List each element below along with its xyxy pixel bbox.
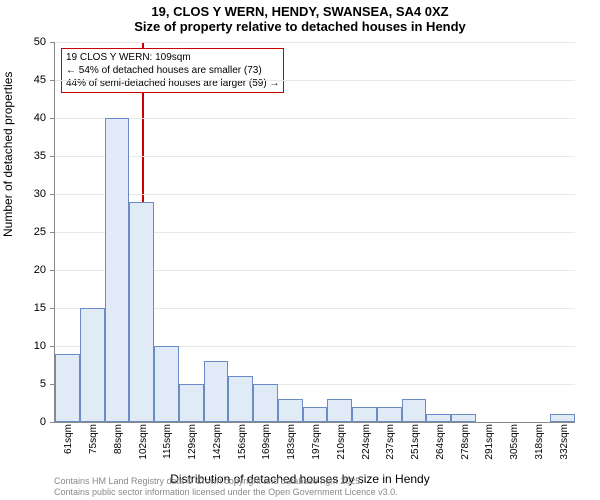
- credit-line-1: Contains HM Land Registry data © Crown c…: [54, 476, 398, 487]
- title-line-1: 19, CLOS Y WERN, HENDY, SWANSEA, SA4 0XZ: [0, 4, 600, 19]
- ytick-label: 0: [0, 416, 46, 428]
- ytick-label: 20: [0, 264, 46, 276]
- histogram-bar: [253, 384, 278, 422]
- annotation-box: 19 CLOS Y WERN: 109sqm ← 54% of detached…: [61, 48, 284, 93]
- ytick-label: 15: [0, 302, 46, 314]
- ytick-label: 10: [0, 340, 46, 352]
- plot-area: 19 CLOS Y WERN: 109sqm ← 54% of detached…: [54, 42, 575, 423]
- xtick-label: 115sqm: [162, 424, 173, 474]
- xtick-label: 61sqm: [63, 424, 74, 474]
- annotation-line-1: 19 CLOS Y WERN: 109sqm: [66, 51, 279, 64]
- gridline: [55, 80, 575, 81]
- xtick-label: 197sqm: [311, 424, 322, 474]
- xtick-label: 291sqm: [484, 424, 495, 474]
- xtick-label: 224sqm: [361, 424, 372, 474]
- histogram-bar: [105, 118, 130, 422]
- annotation-line-3: 44% of semi-detached houses are larger (…: [66, 77, 279, 90]
- ytick-label: 50: [0, 36, 46, 48]
- gridline: [55, 42, 575, 43]
- ytick-label: 45: [0, 74, 46, 86]
- histogram-bar: [426, 414, 451, 422]
- histogram-bar: [327, 399, 352, 422]
- histogram-bar: [55, 354, 80, 422]
- histogram-bar: [352, 407, 377, 422]
- ytick-label: 40: [0, 112, 46, 124]
- histogram-bar: [303, 407, 328, 422]
- histogram-bar: [80, 308, 105, 422]
- ytick-label: 30: [0, 188, 46, 200]
- xtick-label: 169sqm: [261, 424, 272, 474]
- xtick-label: 183sqm: [286, 424, 297, 474]
- annotation-line-2: ← 54% of detached houses are smaller (73…: [66, 64, 279, 77]
- xtick-label: 237sqm: [385, 424, 396, 474]
- histogram-bar: [228, 376, 253, 422]
- xtick-label: 102sqm: [138, 424, 149, 474]
- histogram-bar: [451, 414, 476, 422]
- histogram-bar: [204, 361, 229, 422]
- credit-line-2: Contains public sector information licen…: [54, 487, 398, 498]
- xtick-label: 210sqm: [336, 424, 347, 474]
- footer-credits: Contains HM Land Registry data © Crown c…: [54, 476, 398, 498]
- histogram-bar: [154, 346, 179, 422]
- histogram-bar: [278, 399, 303, 422]
- gridline: [55, 194, 575, 195]
- ytick-label: 35: [0, 150, 46, 162]
- xtick-label: 75sqm: [88, 424, 99, 474]
- xtick-label: 264sqm: [435, 424, 446, 474]
- title-line-2: Size of property relative to detached ho…: [0, 19, 600, 34]
- histogram-bar: [179, 384, 204, 422]
- xtick-label: 278sqm: [460, 424, 471, 474]
- histogram-bar: [550, 414, 575, 422]
- xtick-label: 318sqm: [534, 424, 545, 474]
- xtick-label: 129sqm: [187, 424, 198, 474]
- histogram-bar: [377, 407, 402, 422]
- gridline: [55, 118, 575, 119]
- xtick-label: 305sqm: [509, 424, 520, 474]
- gridline: [55, 156, 575, 157]
- ytick-label: 25: [0, 226, 46, 238]
- ytick-label: 5: [0, 378, 46, 390]
- histogram-bar: [129, 202, 154, 422]
- chart-container: 19, CLOS Y WERN, HENDY, SWANSEA, SA4 0XZ…: [0, 0, 600, 500]
- chart-title: 19, CLOS Y WERN, HENDY, SWANSEA, SA4 0XZ…: [0, 0, 600, 34]
- xtick-label: 332sqm: [559, 424, 570, 474]
- histogram-bar: [402, 399, 427, 422]
- xtick-label: 251sqm: [410, 424, 421, 474]
- xtick-label: 142sqm: [212, 424, 223, 474]
- xtick-label: 156sqm: [237, 424, 248, 474]
- xtick-label: 88sqm: [113, 424, 124, 474]
